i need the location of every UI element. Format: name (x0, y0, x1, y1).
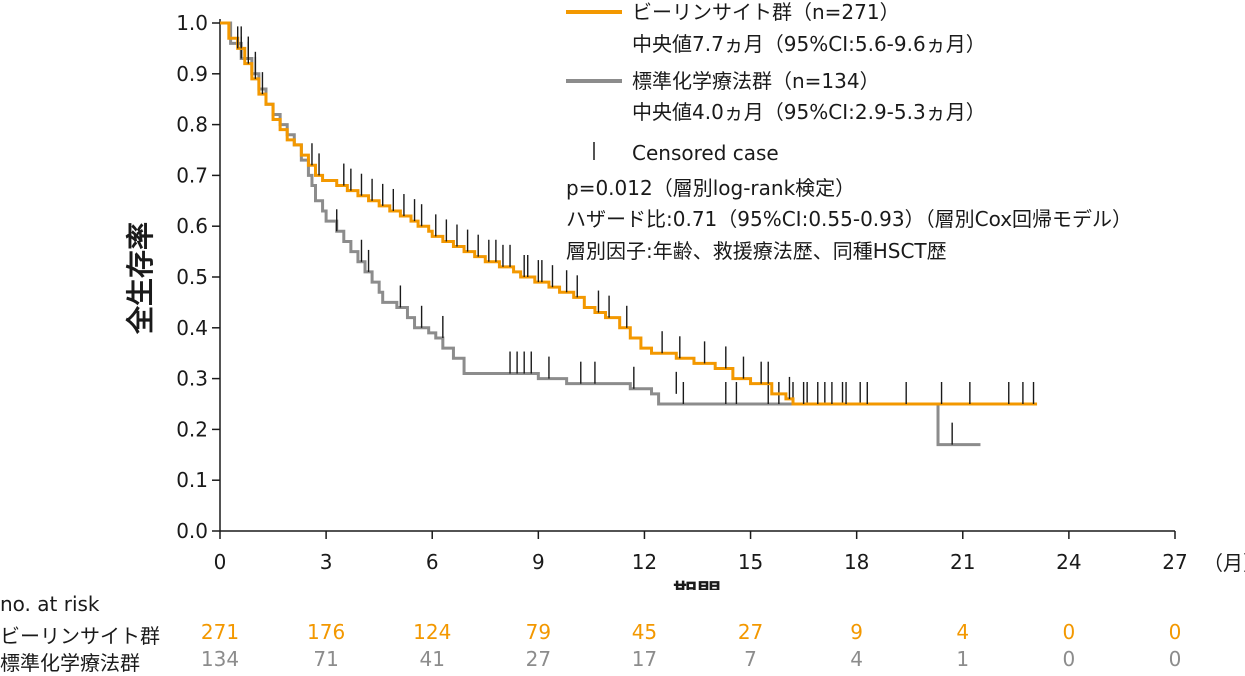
risk-value-row-1: 0 (1168, 647, 1182, 671)
risk-value-row-0: 45 (631, 620, 658, 644)
risk-value-row-1: 17 (631, 647, 658, 671)
risk-value-row-0: 176 (307, 620, 346, 644)
risk-value-row-1: 1 (956, 647, 970, 671)
risk-value-row-0: 124 (413, 620, 452, 644)
km-curve-series-1 (220, 21, 981, 447)
risk-value-row-1: 7 (744, 647, 757, 671)
y-axis-label: 全生存率 (124, 222, 157, 335)
y-tick-label: 1.0 (176, 11, 208, 35)
y-tick-label: 0.5 (176, 265, 208, 289)
legend-median-bilinsite: 中央値7.7ヵ月（95%CI:5.6-9.6ヵ月） (632, 32, 986, 56)
x-tick-label: 27 (1162, 550, 1187, 574)
risk-value-row-1: 0 (1062, 647, 1076, 671)
y-tick-label: 0.6 (176, 214, 208, 238)
risk-value-row-1: 27 (525, 647, 552, 671)
risk-value-row-0: 9 (850, 620, 864, 644)
legend-median-chemo: 中央値4.0ヵ月（95%CI:2.9-5.3ヵ月） (632, 100, 986, 124)
annotation-hazard-ratio: ハザード比:0.71（95%CI:0.55-0.93）（層別Cox回帰モデル） (566, 207, 1132, 231)
y-tick-label: 0.2 (176, 417, 208, 441)
legend-censor-label: Censored case (632, 141, 779, 165)
y-tick-label: 0.1 (176, 468, 208, 492)
y-tick-label: 0.0 (176, 519, 208, 543)
annotations: p=0.012（層別log-rank検定） ハザード比:0.71（95%CI:0… (566, 176, 1132, 263)
legend-label-bilinsite: ビーリンサイト群（n=271） (632, 0, 900, 24)
annotation-pvalue: p=0.012（層別log-rank検定） (566, 176, 855, 200)
x-tick-label: 15 (738, 550, 763, 574)
y-tick-label: 0.7 (176, 163, 208, 187)
risk-value-row-0: 0 (1062, 620, 1076, 644)
risk-value-row-0: 271 (200, 620, 240, 644)
x-tick-label: 18 (844, 550, 869, 574)
y-tick-label: 0.9 (176, 62, 208, 86)
y-tick-label: 0.4 (176, 316, 208, 340)
risk-value-row-0: 4 (956, 620, 970, 644)
risk-value-row-1: 4 (850, 647, 864, 671)
x-tick-label: 24 (1056, 550, 1081, 574)
series-layer (220, 21, 1038, 447)
x-tick-label: 12 (632, 550, 657, 574)
survival-chart: 0.0 0.1 0.2 0.3 0.4 0.5 0.6 0.7 0.8 0.9 1.0 0 3 6 9 12 1… (124, 0, 1245, 590)
risk-row-label-chemo: 標準化学療法群 (0, 651, 140, 675)
x-tick-label: 3 (320, 550, 333, 574)
risk-value-row-0: 0 (1168, 620, 1182, 644)
axes: 0.0 0.1 0.2 0.3 0.4 0.5 0.6 0.7 0.8 0.9 1.0 0 3 6 9 12 1… (176, 11, 1188, 574)
y-tick-label: 0.8 (176, 113, 208, 137)
risk-value-row-1: 134 (200, 647, 240, 671)
risk-table-title: no. at risk (0, 592, 100, 616)
x-axis-label: 期間 (673, 579, 721, 590)
risk-value-row-0: 79 (525, 620, 552, 644)
y-tick-label: 0.3 (176, 367, 208, 391)
km-curve-series-0 (220, 21, 1038, 406)
legend-label-chemo: 標準化学療法群（n=134） (632, 69, 880, 93)
x-tick-label: 9 (532, 550, 545, 574)
x-tick-label: 21 (950, 550, 975, 574)
risk-value-row-0: 27 (737, 620, 764, 644)
risk-value-row-1: 71 (313, 647, 339, 671)
x-axis-unit: （月） (1203, 551, 1245, 575)
legend: ビーリンサイト群（n=271） 中央値7.7ヵ月（95%CI:5.6-9.6ヵ月… (566, 0, 986, 165)
x-tick-label: 6 (426, 550, 439, 574)
x-tick-label: 0 (214, 550, 227, 574)
annotation-stratification: 層別因子:年齢、救援療法歴、同種HSCT歴 (566, 239, 947, 263)
risk-row-label-bilinsite: ビーリンサイト群 (0, 624, 160, 648)
risk-value-row-1: 41 (419, 647, 445, 671)
